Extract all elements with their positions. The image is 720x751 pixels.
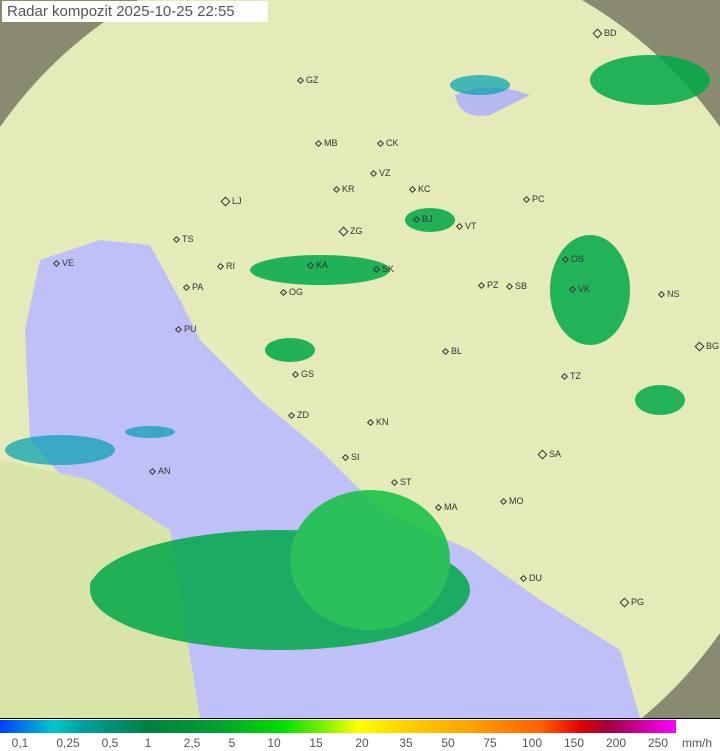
city-label: MO: [501, 496, 524, 506]
city-label: PU: [176, 324, 197, 334]
city-label: ZG: [340, 226, 363, 236]
city-label: PA: [184, 282, 203, 292]
legend-tick: 100: [521, 736, 543, 750]
city-label: KC: [410, 184, 431, 194]
city-label: ZD: [289, 410, 309, 420]
legend-tick: 0,25: [56, 736, 80, 750]
city-label: VZ: [371, 168, 391, 178]
legend-tick: 5: [228, 736, 236, 750]
city-label: OG: [281, 287, 303, 297]
legend-unit: mm/h: [682, 736, 712, 750]
legend-tick: 50: [441, 736, 455, 750]
legend-tick: 20: [355, 736, 369, 750]
city-label: LJ: [222, 196, 242, 206]
city-label: MB: [316, 138, 338, 148]
legend-tick: 200: [605, 736, 627, 750]
legend-tick: 2,5: [183, 736, 201, 750]
color-legend: 0,1 0,25 0,5 1 2,5 5 10 15 20 35 50 75 100 150 200 250 …: [0, 719, 720, 751]
city-label: RI: [218, 261, 235, 271]
city-label: DU: [521, 573, 542, 583]
city-label: VK: [570, 284, 590, 294]
legend-tick: 35: [399, 736, 413, 750]
city-label: KN: [368, 417, 389, 427]
legend-tick: 0,5: [101, 736, 119, 750]
city-label: PG: [621, 597, 644, 607]
city-label: VE: [54, 258, 74, 268]
city-label: SI: [343, 452, 360, 462]
city-label: SK: [374, 264, 394, 274]
city-label: PC: [524, 194, 545, 204]
city-label: OS: [563, 254, 584, 264]
city-label: VT: [457, 221, 477, 231]
city-label: GZ: [298, 75, 319, 85]
legend-color-bar: [0, 720, 676, 733]
city-label: NS: [659, 289, 680, 299]
city-label: TZ: [562, 371, 581, 381]
legend-tick: 0,1: [11, 736, 29, 750]
city-label: KA: [308, 260, 328, 270]
city-label: BD: [594, 28, 617, 38]
city-label: SA: [539, 449, 561, 459]
city-label: KR: [334, 184, 355, 194]
legend-tick: 10: [267, 736, 281, 750]
legend-tick: 150: [563, 736, 585, 750]
legend-tick: 1: [144, 736, 152, 750]
radar-map[interactable]: BD GZ MB CK VZ KR KC PC LJ BJ VT ZG TS OS VE RI KA SK PZ SB…: [0, 0, 720, 719]
city-label: TS: [174, 234, 194, 244]
map-background: [0, 0, 720, 718]
city-label: SB: [507, 281, 527, 291]
map-title: Radar kompozit 2025-10-25 22:55: [2, 1, 268, 22]
legend-tick: 250: [647, 736, 669, 750]
city-label: ST: [392, 477, 412, 487]
city-label: BL: [443, 346, 462, 356]
legend-tick: 75: [483, 736, 497, 750]
city-label: GS: [293, 369, 314, 379]
legend-tick: 15: [309, 736, 323, 750]
city-label: PZ: [479, 280, 499, 290]
city-label: CK: [378, 138, 399, 148]
city-label: MA: [436, 502, 458, 512]
city-label: BJ: [414, 214, 433, 224]
city-label: BG: [696, 341, 719, 351]
city-label: AN: [150, 466, 171, 476]
